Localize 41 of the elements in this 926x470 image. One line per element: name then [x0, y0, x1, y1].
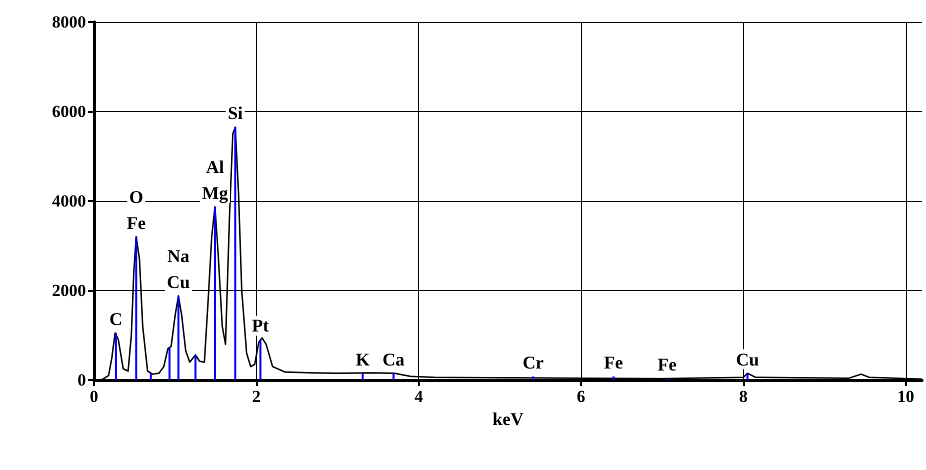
- annotation: Pt: [252, 316, 269, 336]
- annotation: Na: [167, 246, 190, 266]
- bar: [214, 206, 216, 380]
- bar: [234, 127, 236, 380]
- annotation: C: [109, 309, 122, 330]
- y-tick-label: 0: [78, 370, 86, 390]
- y-tick-label: 6000: [52, 102, 86, 121]
- bar: [532, 376, 534, 380]
- bar: [168, 348, 170, 380]
- annotation: O: [129, 186, 144, 207]
- x-axis-title: keV: [492, 409, 524, 429]
- annotation: Fe: [126, 212, 146, 233]
- bar: [746, 373, 748, 380]
- bar: [177, 296, 180, 380]
- x-tick-label: 0: [90, 387, 98, 406]
- x-tick-label: 6: [576, 387, 586, 406]
- x-tick-label: 4: [414, 387, 424, 406]
- y-tick-label: 2000: [52, 281, 86, 300]
- annotation: K: [356, 349, 370, 370]
- x-tick-label: 2: [252, 387, 261, 406]
- annotation: Al: [206, 156, 224, 177]
- bar: [150, 373, 152, 380]
- annotation: Si: [228, 103, 243, 124]
- bar: [362, 373, 364, 380]
- annotation: Mg: [202, 182, 228, 203]
- bar: [612, 376, 615, 380]
- annotation: Cr: [522, 352, 544, 372]
- bar: [114, 333, 117, 380]
- y-tick-label: 4000: [52, 192, 86, 210]
- annotation: Cu: [736, 349, 759, 370]
- x-tick-label: 8: [739, 387, 748, 406]
- annotation: Fe: [604, 352, 624, 372]
- annotation: Fe: [658, 354, 677, 375]
- bar: [259, 340, 262, 380]
- annotation: Ca: [382, 349, 405, 370]
- bar: [194, 354, 196, 380]
- x-tick-label: 10: [897, 387, 914, 406]
- annotation: Cu: [166, 272, 190, 292]
- bar: [392, 373, 395, 380]
- y-tick-label: 8000: [52, 12, 86, 32]
- bar: [135, 236, 138, 380]
